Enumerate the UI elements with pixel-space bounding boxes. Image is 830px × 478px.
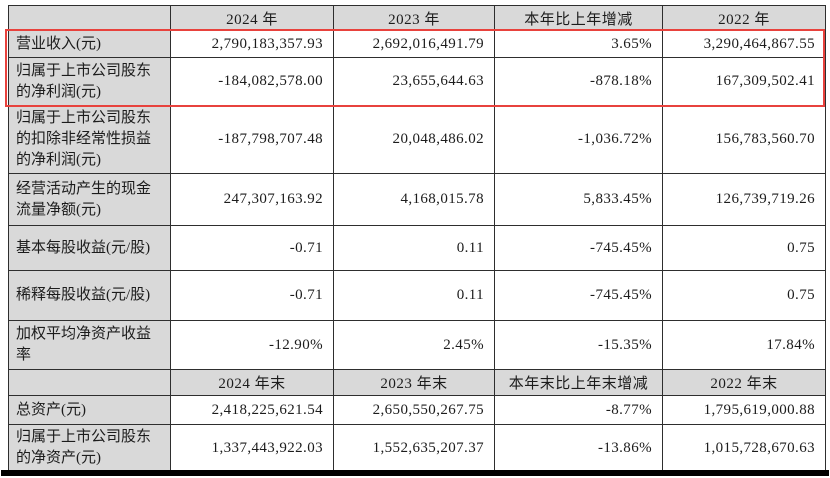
table-row-diluted-eps: 稀释每股收益(元/股) -0.71 0.11 -745.45% 0.75 bbox=[8, 270, 826, 321]
value-cell: -745.45% bbox=[494, 225, 663, 271]
bottom-separator-bar bbox=[1, 470, 829, 476]
table-row-net-assets: 归属于上市公司股东的净资产(元) 1,337,443,922.03 1,552,… bbox=[8, 424, 826, 472]
value-cell: -13.86% bbox=[494, 424, 663, 472]
value-cell: 167,309,502.41 bbox=[662, 57, 826, 106]
value-cell: 2.45% bbox=[333, 320, 495, 370]
row-label-total-assets: 总资产(元) bbox=[8, 395, 171, 425]
row-label-revenue: 营业收入(元) bbox=[8, 30, 171, 58]
value-cell: 1,337,443,922.03 bbox=[170, 424, 334, 472]
table-row-basic-eps: 基本每股收益(元/股) -0.71 0.11 -745.45% 0.75 bbox=[8, 225, 826, 271]
value-cell: -8.77% bbox=[494, 395, 663, 425]
value-cell: -12.90% bbox=[170, 320, 334, 370]
value-cell: 2,790,183,357.93 bbox=[170, 30, 334, 58]
value-cell: 5,833.45% bbox=[494, 173, 663, 226]
col-header-2024-end: 2024 年末 bbox=[170, 369, 334, 396]
value-cell: -1,036.72% bbox=[494, 105, 663, 174]
value-cell: 20,048,486.02 bbox=[333, 105, 495, 174]
row-label-basic-eps: 基本每股收益(元/股) bbox=[8, 225, 171, 271]
col-header-2022: 2022 年 bbox=[662, 5, 826, 31]
table-row-weighted-avg-roe: 加权平均净资产收益率 -12.90% 2.45% -15.35% 17.84% bbox=[8, 320, 826, 370]
value-cell: 0.75 bbox=[662, 270, 826, 321]
value-cell: 0.11 bbox=[333, 225, 495, 271]
value-cell: -0.71 bbox=[170, 225, 334, 271]
table-header-row: 2024 年 2023 年 本年比上年增减 2022 年 bbox=[8, 5, 826, 31]
value-cell: 156,783,560.70 bbox=[662, 105, 826, 174]
table-row-total-assets: 总资产(元) 2,418,225,621.54 2,650,550,267.75… bbox=[8, 395, 826, 425]
col-header-2024: 2024 年 bbox=[170, 5, 334, 31]
table-row-revenue: 营业收入(元) 2,790,183,357.93 2,692,016,491.7… bbox=[8, 30, 826, 58]
col-header-yoy-change: 本年比上年增减 bbox=[494, 5, 663, 31]
col-header-2022-end: 2022 年末 bbox=[662, 369, 826, 396]
row-label-net-profit-excl-nonrecurring: 归属于上市公司股东的扣除非经常性损益的净利润(元) bbox=[8, 105, 171, 174]
value-cell: 1,015,728,670.63 bbox=[662, 424, 826, 472]
value-cell: -0.71 bbox=[170, 270, 334, 321]
table-row-net-profit-excl-nonrecurring: 归属于上市公司股东的扣除非经常性损益的净利润(元) -187,798,707.4… bbox=[8, 105, 826, 174]
value-cell: 247,307,163.92 bbox=[170, 173, 334, 226]
value-cell: 126,739,719.26 bbox=[662, 173, 826, 226]
col-header-blank bbox=[8, 5, 171, 31]
value-cell: 23,655,644.63 bbox=[333, 57, 495, 106]
col-header-2023-end: 2023 年末 bbox=[333, 369, 495, 396]
table-row-operating-cash-flow: 经营活动产生的现金流量净额(元) 247,307,163.92 4,168,01… bbox=[8, 173, 826, 226]
value-cell: -187,798,707.48 bbox=[170, 105, 334, 174]
row-label-diluted-eps: 稀释每股收益(元/股) bbox=[8, 270, 171, 321]
row-label-net-profit: 归属于上市公司股东的净利润(元) bbox=[8, 57, 171, 106]
row-label-operating-cash-flow: 经营活动产生的现金流量净额(元) bbox=[8, 173, 171, 226]
col-header-2023: 2023 年 bbox=[333, 5, 495, 31]
table-header-row-year-end: 2024 年末 2023 年末 本年末比上年末增减 2022 年末 bbox=[8, 369, 826, 396]
value-cell: 4,168,015.78 bbox=[333, 173, 495, 226]
value-cell: 2,650,550,267.75 bbox=[333, 395, 495, 425]
table-row-net-profit: 归属于上市公司股东的净利润(元) -184,082,578.00 23,655,… bbox=[8, 57, 826, 106]
value-cell: -184,082,578.00 bbox=[170, 57, 334, 106]
row-label-weighted-avg-roe: 加权平均净资产收益率 bbox=[8, 320, 171, 370]
financial-indicators-table: 2024 年 2023 年 本年比上年增减 2022 年 营业收入(元) 2,7… bbox=[8, 5, 826, 472]
value-cell: 17.84% bbox=[662, 320, 826, 370]
value-cell: -745.45% bbox=[494, 270, 663, 321]
value-cell: 3,290,464,867.55 bbox=[662, 30, 826, 58]
value-cell: -878.18% bbox=[494, 57, 663, 106]
col-header-blank-2 bbox=[8, 369, 171, 396]
value-cell: 1,795,619,000.88 bbox=[662, 395, 826, 425]
col-header-yoy-end-change: 本年末比上年末增减 bbox=[494, 369, 663, 396]
value-cell: 2,692,016,491.79 bbox=[333, 30, 495, 58]
row-label-net-assets: 归属于上市公司股东的净资产(元) bbox=[8, 424, 171, 472]
value-cell: 2,418,225,621.54 bbox=[170, 395, 334, 425]
value-cell: 0.11 bbox=[333, 270, 495, 321]
value-cell: 0.75 bbox=[662, 225, 826, 271]
value-cell: -15.35% bbox=[494, 320, 663, 370]
value-cell: 3.65% bbox=[494, 30, 663, 58]
value-cell: 1,552,635,207.37 bbox=[333, 424, 495, 472]
